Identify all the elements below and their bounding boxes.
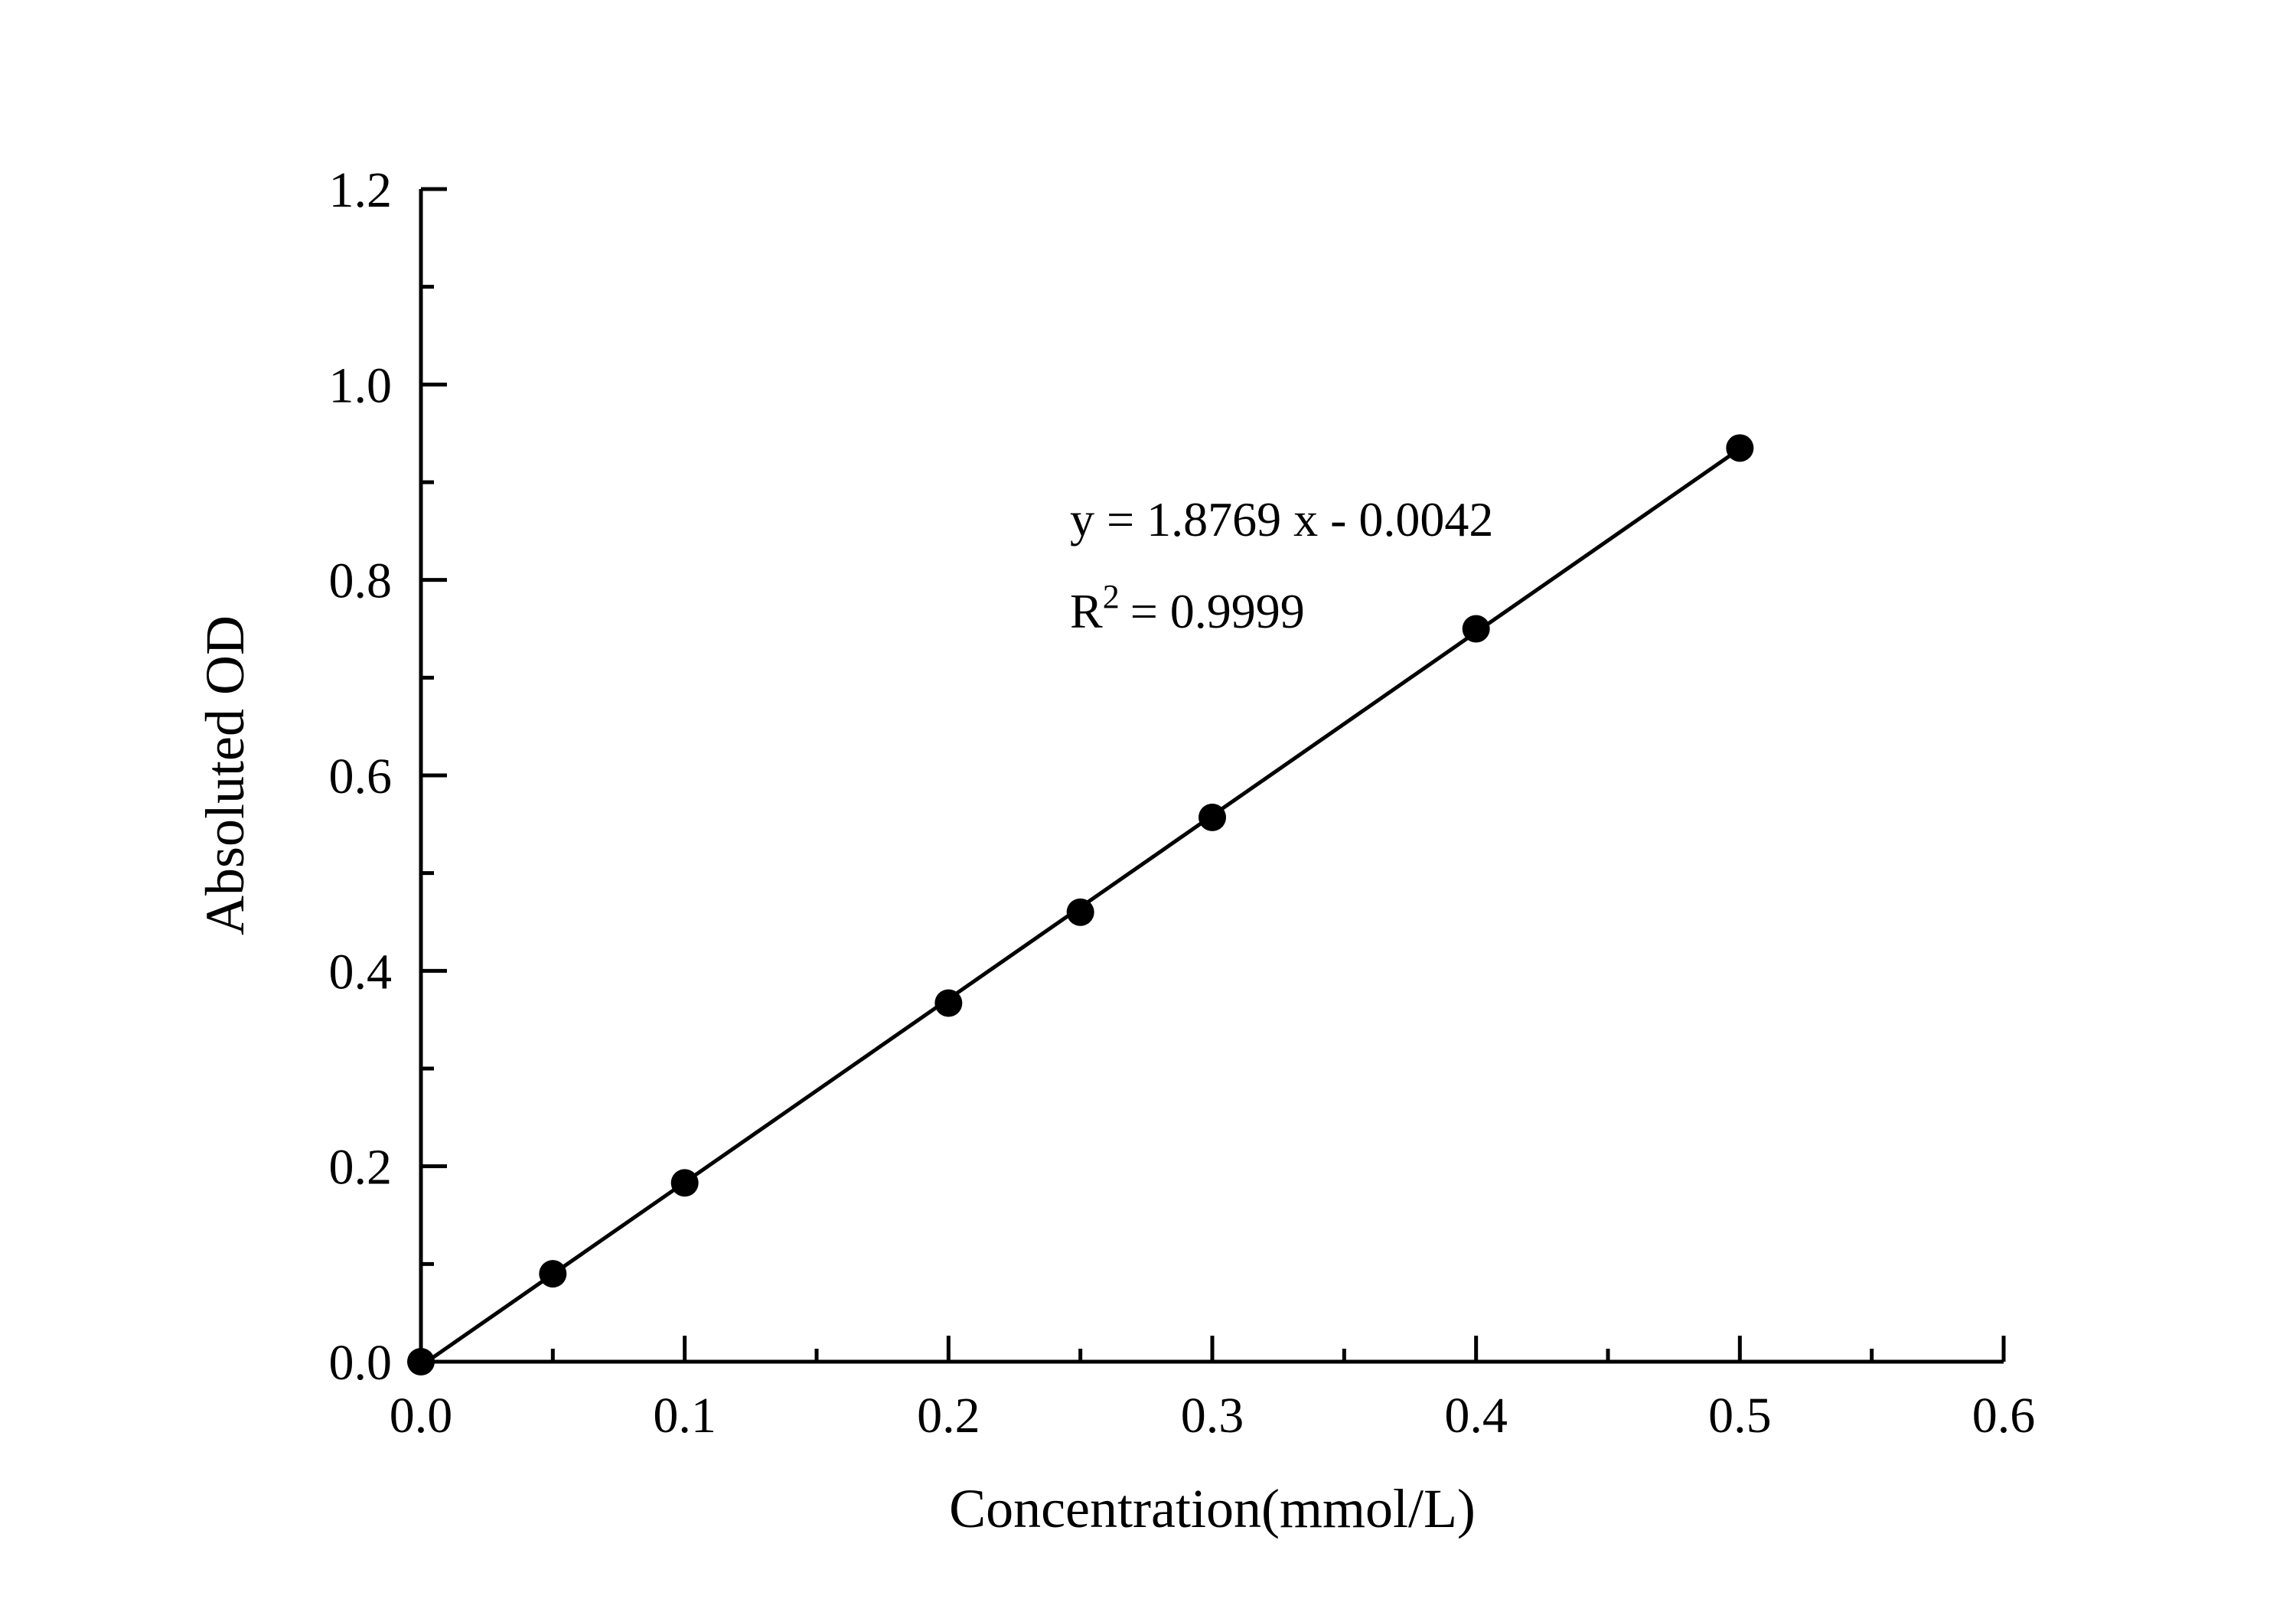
y-tick-label: 1.0 [329, 357, 393, 413]
x-axis: 0.0 0.1 0.2 0.3 0.4 0.5 0.6 [390, 1336, 2036, 1444]
y-axis: 0.0 0.2 0.4 0.6 0.8 1.0 1.2 [329, 162, 447, 1391]
fit-equation-annotation: y = 1.8769 x - 0.0042 [1070, 492, 1493, 547]
data-point [934, 989, 963, 1017]
data-point [1066, 898, 1094, 926]
data-point [407, 1348, 435, 1375]
x-tick-label: 0.2 [917, 1388, 980, 1444]
r-squared-exponent: 2 [1103, 578, 1120, 615]
x-tick-label: 0.0 [390, 1388, 453, 1444]
x-axis-title: Concentration(mmol/L) [949, 1478, 1476, 1539]
data-point [670, 1169, 699, 1197]
y-tick-label: 0.4 [329, 944, 393, 1000]
y-tick-label: 1.2 [329, 162, 393, 218]
x-tick-label: 0.1 [653, 1388, 716, 1444]
plot-layer: 0.0 0.1 0.2 0.3 0.4 0.5 0.6 0.0 0.2 0.4 0.6 0.8 1.0 1… [329, 162, 2036, 1444]
data-point [1462, 615, 1490, 643]
x-tick-label: 0.3 [1181, 1388, 1244, 1444]
x-tick-label: 0.4 [1444, 1388, 1508, 1444]
data-point [1199, 803, 1226, 831]
y-tick-label: 0.6 [329, 749, 393, 804]
r-squared-annotation: R2 = 0.9999 [1070, 578, 1305, 638]
y-tick-label: 0.0 [329, 1335, 393, 1391]
y-tick-label: 0.2 [329, 1140, 393, 1196]
r-squared-base: R [1070, 584, 1103, 638]
r-squared-value: = 0.9999 [1130, 584, 1305, 638]
x-tick-label: 0.6 [1972, 1388, 2036, 1444]
y-tick-label: 0.8 [329, 553, 393, 609]
y-axis-title: Absoluted OD [194, 615, 256, 935]
x-tick-label: 0.5 [1708, 1388, 1772, 1444]
data-point [539, 1260, 567, 1288]
data-points [407, 434, 1754, 1375]
data-point [1726, 434, 1754, 462]
